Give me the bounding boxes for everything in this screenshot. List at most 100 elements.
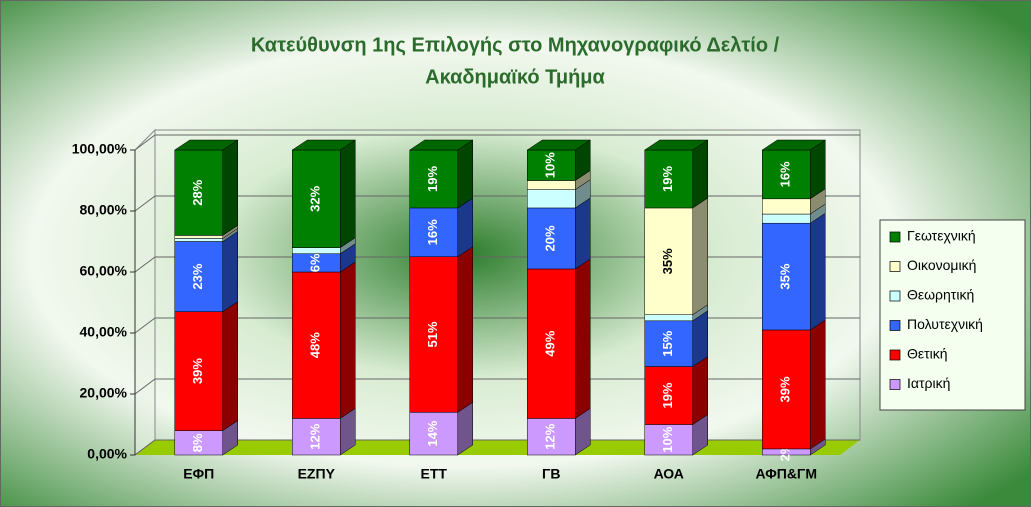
bar: [174, 235, 223, 239]
chart-title: Κατεύθυνση 1ης Επιλογής στο Μηχανογραφικ…: [251, 34, 780, 56]
y-tick-label: 80,00%: [80, 202, 128, 218]
data-label: 19%: [660, 166, 675, 192]
data-label: 32%: [308, 185, 323, 211]
side-wall: [134, 128, 156, 456]
data-label: 15%: [660, 330, 675, 356]
y-tick-label: 60,00%: [80, 263, 128, 279]
data-label: 19%: [425, 166, 440, 192]
y-tick-label: 20,00%: [80, 385, 128, 401]
data-label: 10%: [543, 152, 558, 178]
x-tick-label: ΑΦΠ&ΓΜ: [755, 466, 817, 482]
data-label: 51%: [425, 321, 440, 347]
legend-swatch: [889, 320, 901, 331]
y-tick-label: 0,00%: [87, 446, 127, 462]
bar-side: [340, 261, 356, 419]
grid-line: [134, 439, 860, 456]
grid-line: [134, 317, 860, 334]
data-label: 20%: [543, 225, 558, 251]
bar: [174, 149, 223, 236]
bar-side: [810, 212, 826, 331]
bar-side: [222, 301, 238, 432]
bar: [174, 311, 223, 431]
bar-side: [810, 139, 826, 200]
bar: [527, 149, 576, 181]
y-tick-label: 40,00%: [80, 324, 128, 340]
legend-label: Οικονομική: [907, 257, 976, 273]
bar-top: [526, 139, 592, 151]
bar: [174, 238, 223, 242]
bar-side: [692, 139, 708, 209]
bar: [762, 149, 811, 200]
bar-side: [692, 356, 708, 425]
bar: [644, 366, 693, 425]
data-label: 48%: [308, 332, 323, 358]
bar: [409, 207, 458, 257]
bar: [644, 207, 693, 315]
data-label: 49%: [543, 330, 558, 356]
data-label: 35%: [778, 263, 793, 289]
bar: [292, 418, 341, 456]
bar: [762, 222, 811, 331]
bar: [527, 268, 576, 419]
x-tick-label: ΑΟΑ: [654, 466, 684, 482]
bar: [409, 149, 458, 209]
bar-top: [761, 139, 827, 151]
bar: [174, 241, 223, 312]
bar-top: [408, 139, 474, 151]
data-label: 16%: [425, 219, 440, 245]
legend-swatch: [889, 379, 901, 390]
y-tick-label: 100,00%: [72, 141, 128, 157]
legend-label: Πολυτεχνική: [907, 316, 983, 332]
bar: [174, 430, 223, 456]
floor: [135, 440, 860, 455]
data-label: 28%: [190, 179, 205, 205]
legend-label: Θεωρητική: [907, 287, 974, 303]
data-label: 6%: [308, 253, 323, 272]
data-label: 23%: [190, 263, 205, 289]
data-label: 14%: [425, 420, 440, 446]
bar: [762, 198, 811, 215]
bar-top: [173, 139, 239, 151]
legend-label: Θετική: [907, 346, 948, 362]
x-tick-label: ΕΤΤ: [421, 466, 448, 482]
bar: [527, 180, 576, 190]
bar-side: [222, 139, 238, 236]
bar: [644, 314, 693, 322]
data-label: 35%: [660, 248, 675, 274]
bar-side: [457, 139, 473, 209]
data-label: 39%: [778, 376, 793, 402]
bar-side: [457, 197, 473, 258]
bar: [409, 256, 458, 413]
bar: [644, 320, 693, 367]
bar: [292, 247, 341, 254]
x-tick-label: ΕΦΠ: [183, 466, 214, 482]
legend-swatch: [889, 290, 901, 302]
bar: [762, 329, 811, 450]
legend-swatch: [889, 261, 901, 272]
data-label: 16%: [778, 161, 793, 187]
grid-line: [134, 134, 860, 151]
bar: [644, 149, 693, 209]
legend-swatch: [889, 349, 901, 361]
x-tick-label: ΓΒ: [542, 466, 561, 482]
data-label: 39%: [190, 358, 205, 384]
grid-line: [134, 195, 860, 212]
data-label: 8%: [190, 433, 205, 452]
bar: [762, 213, 811, 224]
bar: [527, 207, 576, 270]
legend: [879, 219, 1026, 411]
legend-label: Ιατρική: [907, 375, 950, 391]
bar-side: [810, 319, 826, 450]
bar: [644, 424, 693, 456]
bar-top: [643, 139, 709, 151]
bar: [409, 412, 458, 456]
legend-label: Γεωτεχνική: [907, 228, 976, 244]
data-label: 19%: [660, 382, 675, 408]
bar-side: [575, 258, 591, 419]
grid-line: [134, 256, 860, 273]
bar: [292, 149, 341, 248]
data-label: 10%: [660, 426, 675, 452]
bar-side: [457, 246, 473, 413]
